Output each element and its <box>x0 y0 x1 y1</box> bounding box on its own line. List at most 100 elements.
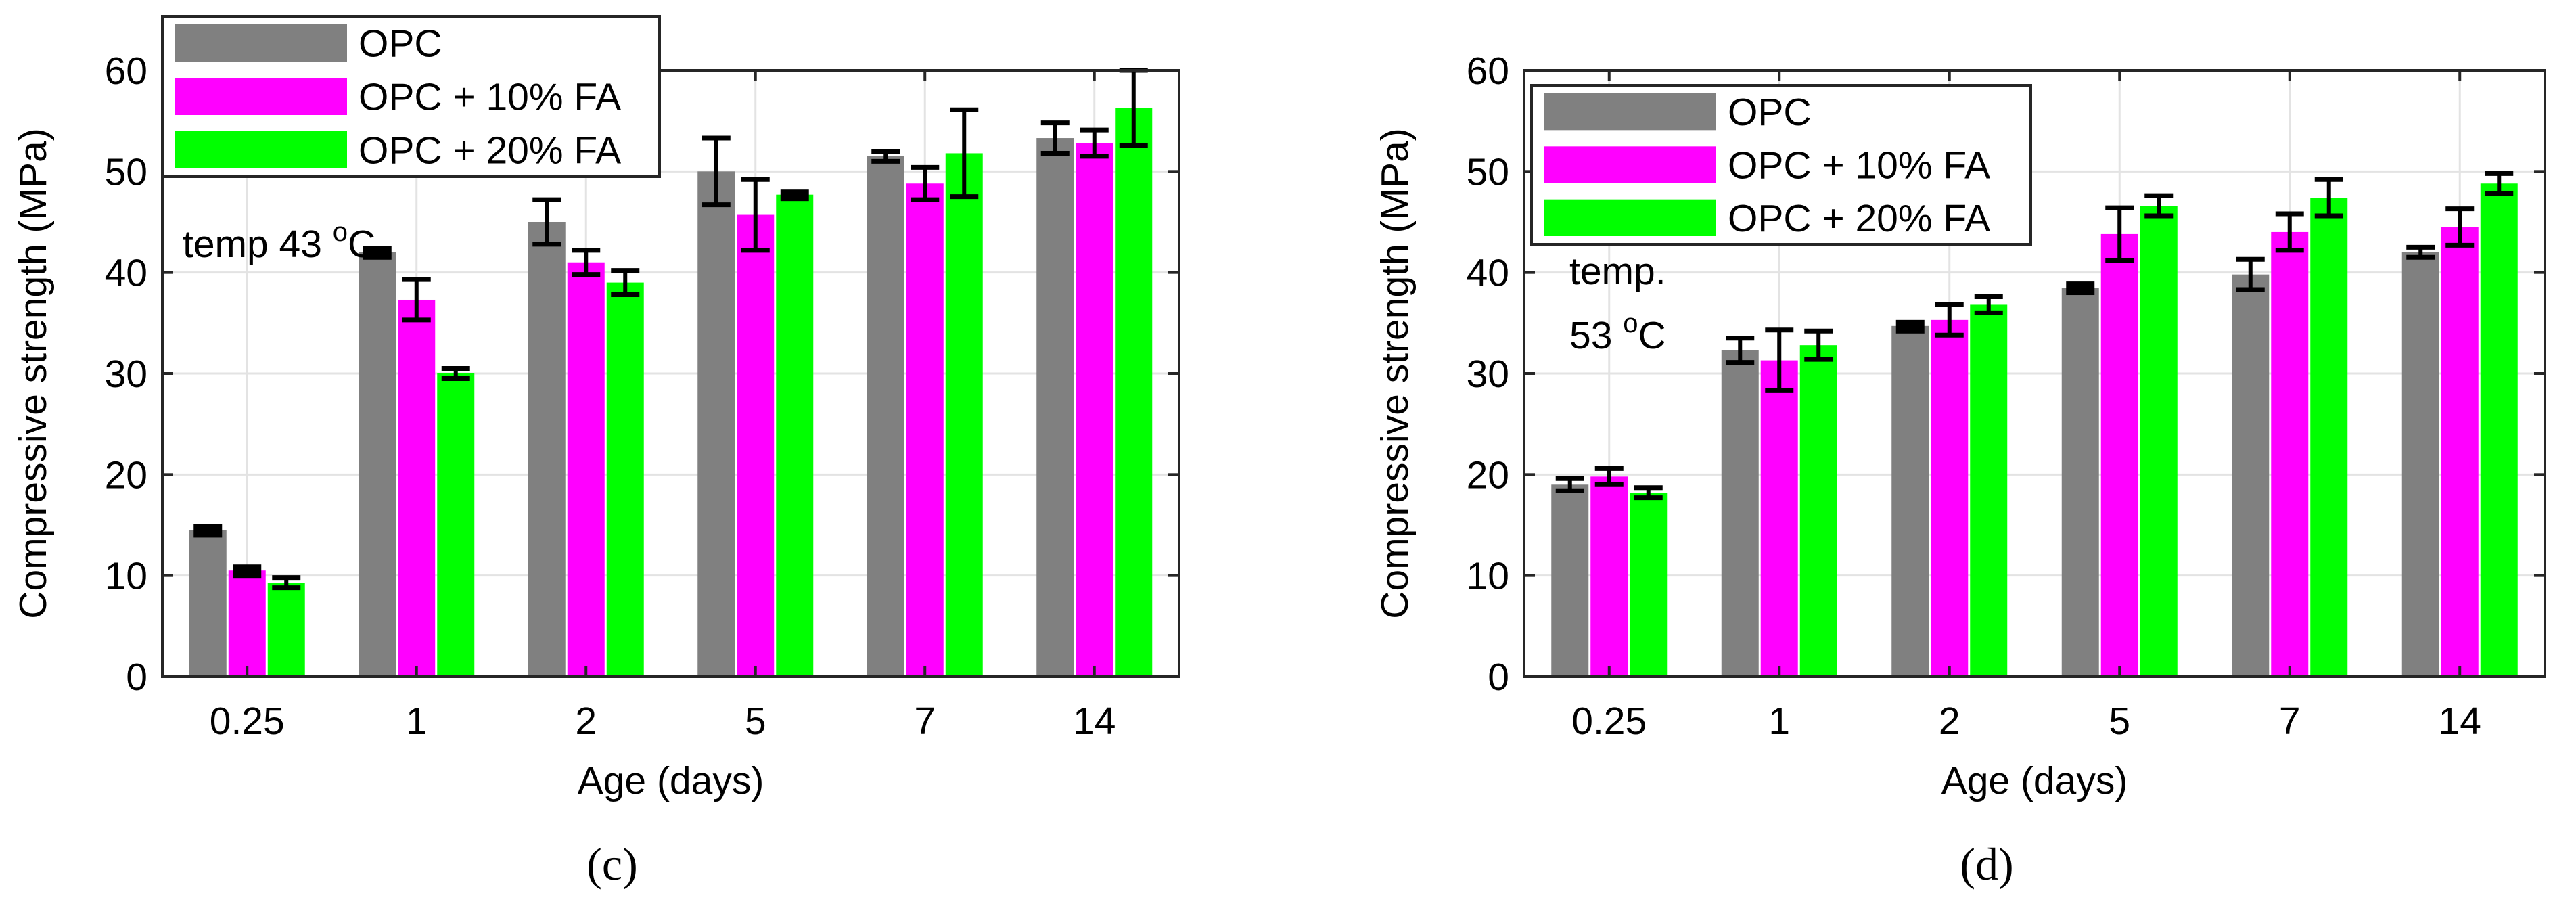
bar <box>1721 350 1759 677</box>
y-tick-label: 50 <box>1467 150 1509 194</box>
bar <box>1931 319 1969 677</box>
series-opc-20-fa <box>1630 171 2518 677</box>
error-bar <box>1974 294 2003 315</box>
x-tick-label: 0.25 <box>1571 700 1647 743</box>
bar <box>2140 206 2178 677</box>
error-bar <box>402 277 431 323</box>
bar <box>906 183 944 677</box>
legend-label: OPC + 20% FA <box>1728 197 1990 240</box>
annotation-text: 53 oC <box>1569 309 1666 357</box>
error-bar <box>1555 476 1584 493</box>
error-bar <box>780 189 809 202</box>
error-bar <box>1080 127 1109 159</box>
legend-label: OPC <box>1728 91 1812 134</box>
x-tick-label: 1 <box>1768 700 1790 743</box>
bar <box>2061 288 2099 677</box>
y-tick-label: 40 <box>1467 252 1509 295</box>
y-tick-label: 20 <box>1467 453 1509 497</box>
bar <box>737 214 775 677</box>
bar <box>1630 493 1668 677</box>
legend-label: OPC + 10% FA <box>1728 144 1990 187</box>
y-tick-label: 10 <box>1467 555 1509 598</box>
bar <box>398 299 436 677</box>
legend-swatch <box>1544 199 1716 236</box>
annotation-text: temp. <box>1569 250 1666 293</box>
error-bar <box>532 197 561 247</box>
bar <box>867 156 904 677</box>
x-tick-label: 14 <box>2439 700 2481 743</box>
bar <box>359 252 396 677</box>
error-bar <box>572 248 601 277</box>
bar <box>228 570 266 677</box>
bar <box>1970 304 2008 677</box>
series-opc <box>189 120 1074 677</box>
y-tick-label: 0 <box>1488 656 1509 699</box>
bar <box>2401 252 2439 677</box>
panel-label: (c) <box>586 838 637 890</box>
error-bar <box>1804 328 1833 362</box>
bar <box>606 282 644 677</box>
bar <box>567 262 605 677</box>
error-bar <box>1634 485 1663 501</box>
y-tick-label: 40 <box>105 252 147 295</box>
error-bar <box>950 107 979 200</box>
legend-label: OPC + 10% FA <box>359 76 621 119</box>
y-tick-label: 60 <box>105 49 147 93</box>
y-tick-label: 0 <box>126 656 147 699</box>
legend: OPC OPC + 10% FA OPC + 20% FA <box>1530 84 2032 246</box>
bar <box>1036 138 1074 677</box>
bar <box>2271 231 2309 677</box>
error-bar <box>2485 171 2514 196</box>
bar <box>2100 233 2138 677</box>
error-bar <box>1726 336 1755 365</box>
series-opc-20-fa <box>267 68 1153 677</box>
legend-label: OPC <box>359 22 442 66</box>
error-bar <box>2066 281 2095 296</box>
legend-swatch <box>1544 93 1716 131</box>
chart-panel-d: 0 10 20 30 40 50 60 0.25 1 2 5 7 14 Age (days) Compres… <box>1373 49 2546 890</box>
bar <box>2480 183 2518 677</box>
error-bar <box>2105 205 2134 263</box>
bar <box>437 373 475 677</box>
error-bar <box>702 135 731 208</box>
bar <box>2310 198 2348 677</box>
bar <box>1799 345 1837 677</box>
y-tick-label: 30 <box>1467 353 1509 396</box>
bar <box>697 171 735 677</box>
legend: OPC OPC + 10% FA OPC + 20% FA <box>161 15 661 178</box>
x-axis-label: Age (days) <box>1941 759 2128 802</box>
bar <box>1891 325 1929 677</box>
bar <box>189 530 227 677</box>
series-opc-10-fa <box>1590 205 2479 677</box>
bar <box>1076 143 1113 677</box>
bar <box>1551 484 1589 677</box>
legend-swatch <box>175 131 347 168</box>
error-bar <box>233 564 262 579</box>
error-bar <box>2314 177 2343 219</box>
bar <box>267 583 305 677</box>
y-axis-label: Compressive strength (MPa) <box>1373 128 1417 618</box>
error-bar <box>1765 327 1794 393</box>
legend-label: OPC + 20% FA <box>359 129 621 173</box>
error-bar <box>1594 466 1624 487</box>
y-tick-label: 10 <box>105 555 147 598</box>
bar <box>945 153 983 677</box>
x-tick-label: 5 <box>745 700 766 743</box>
y-tick-label: 30 <box>105 353 147 396</box>
legend-swatch <box>1544 146 1716 183</box>
x-tick-label: 1 <box>406 700 428 743</box>
x-tick-label: 2 <box>575 700 597 743</box>
error-bar <box>272 575 301 591</box>
bar <box>2232 274 2270 677</box>
error-bar <box>363 246 392 260</box>
bar <box>1590 476 1628 677</box>
error-bar <box>611 268 640 298</box>
y-axis-label: Compressive strength (MPa) <box>12 128 55 618</box>
annotation-text: temp 43 oC <box>183 217 375 266</box>
series-opc <box>1551 244 2439 677</box>
x-tick-label: 7 <box>914 700 936 743</box>
error-bar <box>2236 256 2265 292</box>
legend-swatch <box>175 24 347 62</box>
x-tick-label: 0.25 <box>210 700 285 743</box>
